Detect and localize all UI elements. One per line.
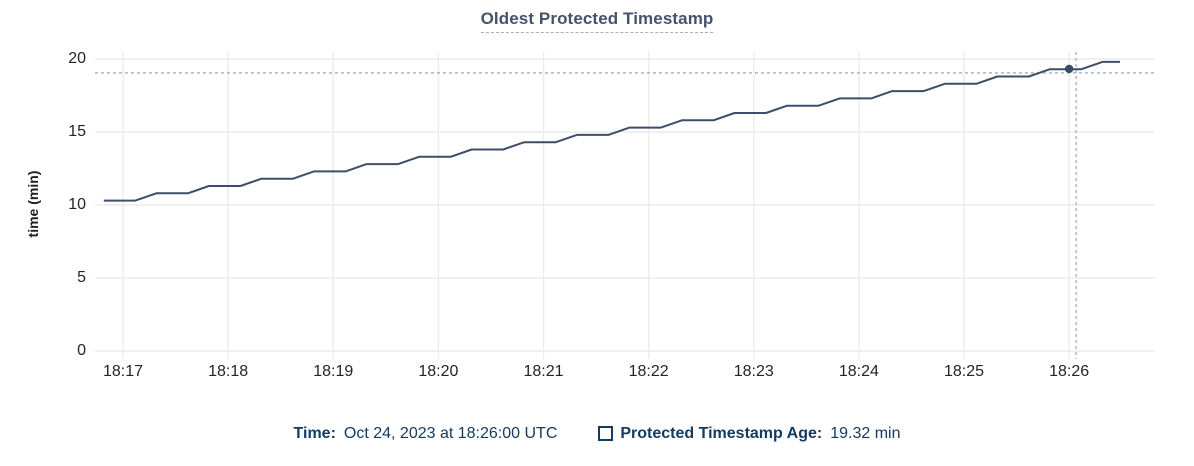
x-axis-tick-label: 18:22	[628, 363, 669, 380]
x-axis-tick-label: 18:25	[943, 363, 985, 380]
x-axis-tick-label: 18:17	[103, 363, 144, 380]
legend-series-value: 19.32 min	[830, 425, 901, 442]
x-axis-tick-label: 18:19	[313, 363, 354, 380]
y-axis-tick-label: 10	[68, 196, 86, 213]
y-axis-tick-label: 20	[68, 50, 86, 67]
x-axis-tick-label: 18:26	[1049, 363, 1090, 380]
y-axis-tick-label: 15	[68, 123, 86, 140]
series-line	[103, 60, 1120, 202]
y-axis-tick-label: 0	[77, 342, 86, 359]
x-axis-tick-label: 18:21	[523, 363, 564, 380]
chart-title[interactable]: Oldest Protected Timestamp	[480, 9, 714, 33]
x-axis-tick-label: 18:20	[418, 363, 459, 380]
legend-time-label: Time:	[293, 425, 336, 442]
chart-title-row: Oldest Protected Timestamp	[0, 9, 1194, 33]
y-axis-tick-label: 5	[77, 269, 86, 286]
legend-series-checkbox-icon[interactable]	[598, 426, 614, 441]
x-axis-tick-label: 18:18	[208, 363, 249, 380]
hovered-data-point	[1064, 64, 1074, 74]
legend-time-value: Oct 24, 2023 at 18:26:00 UTC	[343, 425, 558, 442]
x-axis-tick-label: 18:24	[838, 363, 879, 380]
x-axis-tick-label: 18:23	[733, 363, 774, 380]
plot-area[interactable]	[0, 0, 1194, 412]
y-axis-title: time (min)	[25, 170, 41, 238]
chart-legend: Time: Oct 24, 2023 at 18:26:00 UTC Prote…	[0, 423, 1194, 444]
legend-series-label: Protected Timestamp Age:	[620, 425, 823, 442]
